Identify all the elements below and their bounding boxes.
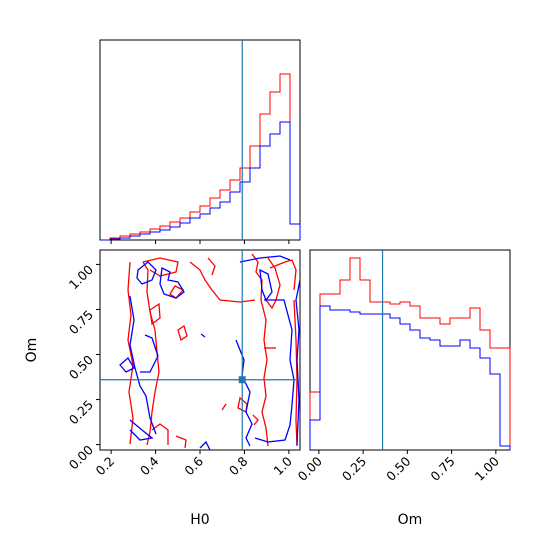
panel-hist-Om — [309, 249, 511, 451]
tick-label-x-H0: 0.8 — [226, 453, 251, 478]
x-label-H0: H0 — [190, 512, 209, 528]
tick-label-x-H0: 0.2 — [93, 454, 118, 479]
tick-label-x-Om: 0.25 — [339, 454, 369, 484]
tick-label-x-Om: 0.50 — [383, 453, 413, 483]
tick-label-x-Om: 0.00 — [295, 453, 325, 483]
tick-label-x-H0: 0.4 — [137, 453, 162, 478]
hist-H0-series — [100, 40, 301, 241]
hist-Om-series — [309, 250, 511, 450]
tick-label-x-H0: 0.6 — [181, 453, 206, 478]
contour-blue — [119, 255, 300, 450]
x-label-Om: Om — [398, 512, 423, 528]
hist-H0-blue — [100, 121, 301, 241]
tick-label-x-H0: 1.0 — [270, 453, 295, 478]
hist-Om-red — [309, 257, 511, 450]
tick-label-y-Om: 0.50 — [66, 352, 96, 382]
tick-label-y-Om: 0.75 — [66, 307, 96, 337]
tick-label-y-Om: 1.00 — [66, 262, 96, 292]
y-label-Om: Om — [24, 338, 40, 363]
tick-label-y-Om: 0.25 — [66, 397, 96, 427]
tick-label-x-Om: 1.00 — [472, 453, 502, 483]
contour-area — [100, 250, 300, 450]
tick-label-x-Om: 0.75 — [427, 454, 457, 484]
truth-marker — [238, 376, 246, 384]
hist-Om-blue — [309, 305, 511, 450]
truth-lines-2d — [100, 250, 300, 450]
hist-H0-red — [100, 73, 301, 241]
